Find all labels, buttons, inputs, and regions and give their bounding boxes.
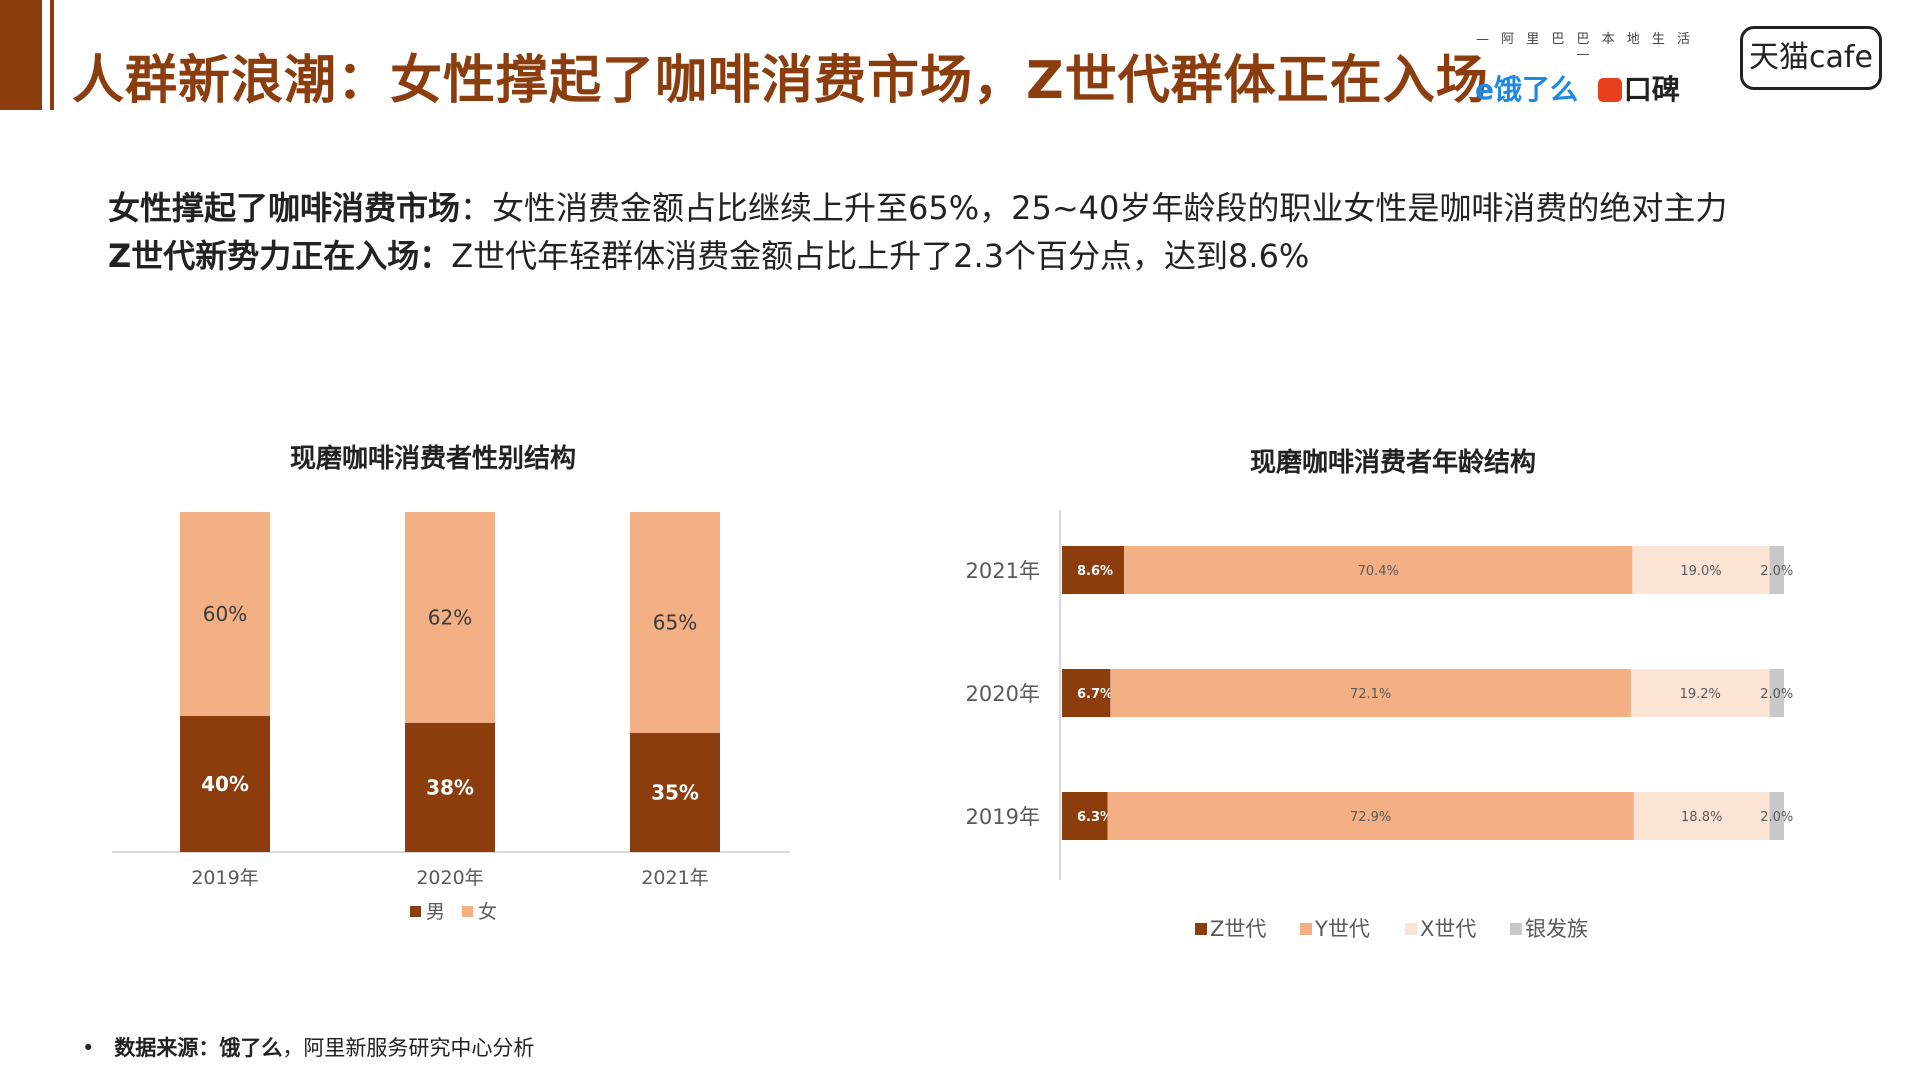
age-bar-z-gen	[1062, 669, 1111, 717]
age-data-label: 2.0%	[1760, 564, 1793, 579]
age-structure-chart: 8.6% 70.4% 19.0% 2.0% 2021年 6.7% 72.1% 19.2% 2.0…	[966, 510, 1793, 941]
age-y-tick-label: 2021年	[966, 559, 1040, 583]
legend-z-gen-swatch	[1195, 923, 1207, 935]
legend-silver-label: 银发族	[1525, 917, 1588, 941]
legend-female-label: 女	[478, 901, 497, 923]
age-y-tick-label: 2020年	[966, 682, 1040, 706]
title-accent-bar	[0, 0, 42, 110]
koubei-logo-text: 口碑	[1623, 73, 1680, 106]
age-y-tick-label: 2019年	[966, 805, 1040, 829]
eleme-logo-text: e饿了么	[1475, 73, 1578, 106]
age-data-label: 2.0%	[1760, 687, 1793, 702]
age-data-label: 70.4%	[1358, 564, 1399, 579]
age-bar-z-gen	[1062, 546, 1125, 594]
legend-y-gen-label: Y世代	[1314, 917, 1370, 941]
age-bar-silver	[1769, 792, 1784, 840]
gender-data-label: 38%	[426, 775, 474, 799]
gender-x-tick-label: 2019年	[191, 867, 258, 889]
gender-data-label: 65%	[653, 611, 697, 635]
eleme-koubei-logo: — 阿 里 巴 巴 本 地 生 活 — e饿了么 口碑	[1475, 28, 1695, 106]
logo-tagline: — 阿 里 巴 巴 本 地 生 活 —	[1475, 32, 1695, 62]
age-bar-x-gen	[1630, 669, 1770, 717]
gender-bar-male	[405, 722, 495, 852]
age-bar-x-gen	[1632, 546, 1770, 594]
legend-x-gen-label: X世代	[1420, 917, 1476, 941]
age-data-label: 2.0%	[1760, 810, 1793, 825]
gender-bar-female	[405, 512, 495, 723]
gender-bar-male	[630, 733, 720, 852]
age-data-label: 6.3%	[1077, 810, 1113, 825]
legend-y-gen-swatch	[1300, 923, 1312, 935]
source-bullet: •	[82, 1036, 95, 1060]
age-data-label: 18.8%	[1681, 810, 1722, 825]
age-data-label: 19.0%	[1680, 564, 1721, 579]
legend-x-gen-swatch	[1405, 923, 1417, 935]
age-bar-y-gen	[1107, 792, 1634, 840]
legend-z-gen-label: Z世代	[1210, 917, 1266, 941]
summary-line-1: 女性撑起了咖啡消费市场：女性消费金额占比继续上升至65%，25~40岁年龄段的职…	[108, 184, 1727, 232]
legend-male-label: 男	[426, 901, 445, 923]
source-lead: 数据来源：饿了么	[114, 1036, 283, 1060]
gender-chart-title: 现磨咖啡消费者性别结构	[290, 444, 577, 474]
summary-line-2-lead: Z世代新势力正在入场：	[108, 237, 452, 275]
gender-bar-female	[180, 512, 270, 716]
summary-line-1-text: ：女性消费金额占比继续上升至65%，25~40岁年龄段的职业女性是咖啡消费的绝对…	[460, 189, 1728, 227]
age-bar-silver	[1769, 669, 1784, 717]
age-data-label: 19.2%	[1680, 687, 1721, 702]
age-data-label: 72.1%	[1350, 687, 1391, 702]
age-data-label: 72.9%	[1350, 810, 1391, 825]
summary-line-1-lead: 女性撑起了咖啡消费市场	[108, 189, 461, 227]
gender-data-label: 62%	[428, 605, 472, 629]
age-chart-title: 现磨咖啡消费者年龄结构	[1250, 448, 1537, 478]
summary-text: 女性撑起了咖啡消费市场：女性消费金额占比继续上升至65%，25~40岁年龄段的职…	[108, 184, 1727, 280]
age-bar-y-gen	[1124, 546, 1633, 594]
gender-x-tick-label: 2021年	[641, 867, 708, 889]
data-source-note: • 数据来源：饿了么，阿里新服务研究中心分析	[82, 1032, 534, 1062]
title-accent-line	[50, 0, 54, 110]
age-bar-silver	[1769, 546, 1784, 594]
legend-silver-swatch	[1510, 923, 1522, 935]
source-text: ，阿里新服务研究中心分析	[282, 1036, 535, 1060]
koubei-icon	[1597, 78, 1622, 102]
age-data-label: 6.7%	[1077, 687, 1113, 702]
legend-male-swatch	[410, 906, 421, 917]
age-bar-y-gen	[1110, 669, 1631, 717]
gender-data-label: 40%	[201, 772, 249, 796]
gender-bar-female	[630, 512, 720, 733]
gender-data-label: 60%	[203, 602, 247, 626]
gender-bar-male	[180, 716, 270, 852]
age-data-label: 8.6%	[1077, 564, 1113, 579]
page-title: 人群新浪潮：女性撑起了咖啡消费市场，Z世代群体正在入场	[72, 51, 1489, 111]
summary-line-2: Z世代新势力正在入场：Z世代年轻群体消费金额占比上升了2.3个百分点，达到8.6…	[108, 232, 1727, 280]
tmall-cafe-logo: 天猫cafe	[1740, 26, 1882, 90]
age-bar-x-gen	[1633, 792, 1770, 840]
legend-female-swatch	[462, 906, 473, 917]
gender-x-tick-label: 2020年	[416, 867, 483, 889]
age-bar-z-gen	[1062, 792, 1108, 840]
gender-data-label: 35%	[651, 781, 699, 805]
summary-line-2-text: Z世代年轻群体消费金额占比上升了2.3个百分点，达到8.6%	[451, 237, 1310, 275]
